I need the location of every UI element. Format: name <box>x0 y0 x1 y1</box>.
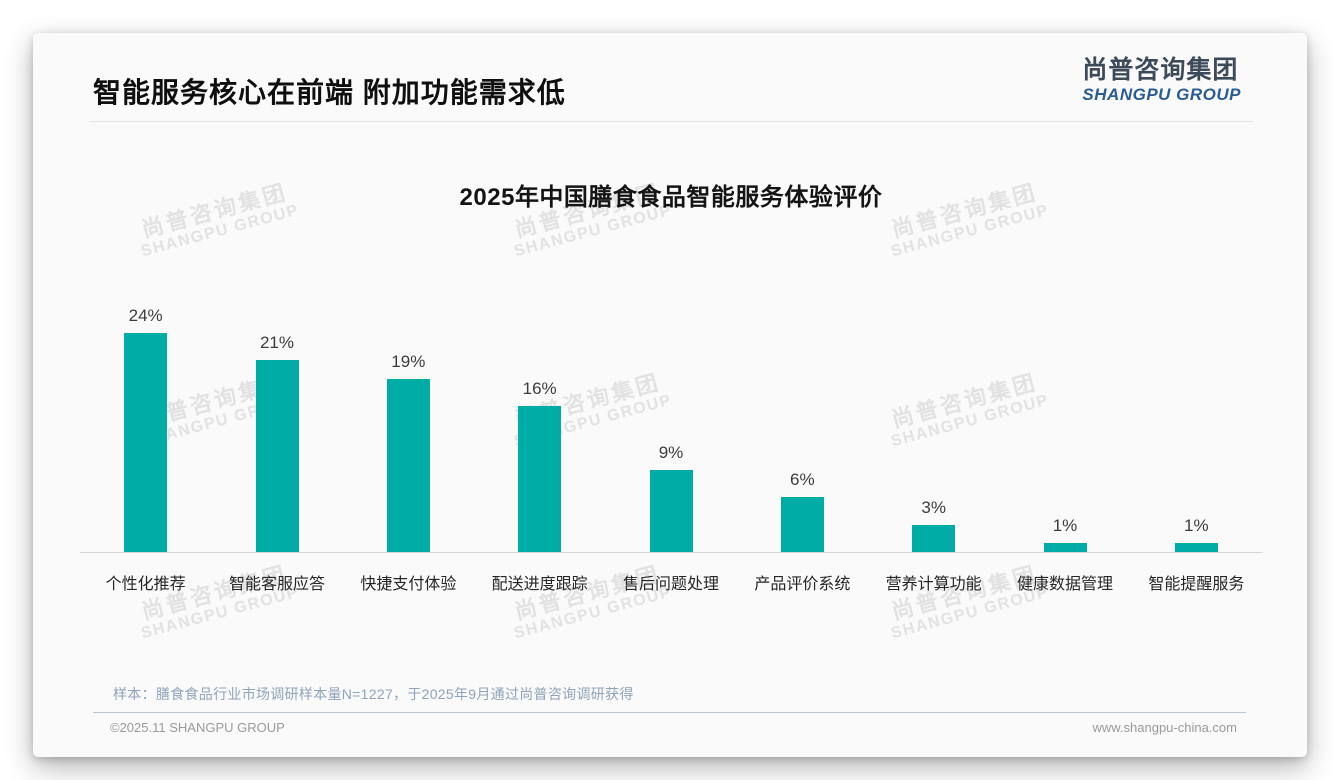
bar <box>124 333 168 552</box>
bar-category-label: 智能提醒服务 <box>1148 576 1245 593</box>
page-title: 智能服务核心在前端 附加功能需求低 <box>93 77 566 108</box>
bar-category-label: 智能客服应答 <box>228 576 325 593</box>
bar-value-label: 1% <box>1052 516 1078 535</box>
bar-chart: 24% 个性化推荐 21% 智能客服应答 19% 快捷支付体验 16% 配送进度跟踪 9% 售后问… <box>80 33 1262 593</box>
bar-value-label: 16% <box>522 379 557 398</box>
chart-title: 2025年中国膳食食品智能服务体验评价 <box>459 184 883 211</box>
bar <box>518 406 562 552</box>
bar-category-label: 售后问题处理 <box>622 576 719 593</box>
footer-website: www.shangpu-china.com <box>1092 720 1237 735</box>
bar <box>912 525 956 552</box>
footer-divider <box>93 712 1246 713</box>
bar <box>255 360 299 552</box>
bar <box>780 497 824 552</box>
bar-value-label: 19% <box>391 352 426 371</box>
logo-chinese-text: 尚普咨询集团 <box>1082 56 1239 84</box>
bar <box>386 379 430 552</box>
sample-note: 样本：膳食食品行业市场调研样本量N=1227，于2025年9月通过尚普咨询调研获… <box>113 686 634 702</box>
footer-copyright: ©2025.11 SHANGPU GROUP <box>110 720 285 735</box>
company-logo: 尚普咨询集团 SHANGPU GROUP <box>1082 56 1241 105</box>
bar-value-label: 3% <box>921 498 946 517</box>
bar-value-label: 1% <box>1184 516 1209 535</box>
bar-category-label: 个性化推荐 <box>105 576 186 593</box>
bar-value-label: 6% <box>790 470 815 489</box>
x-axis-line <box>80 552 1262 553</box>
bar-value-label: 24% <box>128 306 163 325</box>
bar-value-label: 9% <box>658 443 684 462</box>
title-divider <box>89 121 1253 122</box>
bar-category-label: 快捷支付体验 <box>360 576 457 593</box>
bar <box>1043 543 1087 552</box>
slide-card: 尚普咨询集团 SHANGPU GROUP 尚普咨询集团 SHANGPU GROUP 尚普… <box>33 33 1307 757</box>
bar-category-label: 产品评价系统 <box>754 576 851 593</box>
bar-category-label: 健康数据管理 <box>1016 576 1113 593</box>
bar-value-label: 21% <box>259 333 294 352</box>
bar-category-label: 配送进度跟踪 <box>491 576 588 593</box>
logo-english-text: SHANGPU GROUP <box>1082 84 1241 104</box>
bar-category-label: 营养计算功能 <box>885 576 982 593</box>
bar <box>649 470 693 552</box>
bar <box>1174 543 1218 552</box>
